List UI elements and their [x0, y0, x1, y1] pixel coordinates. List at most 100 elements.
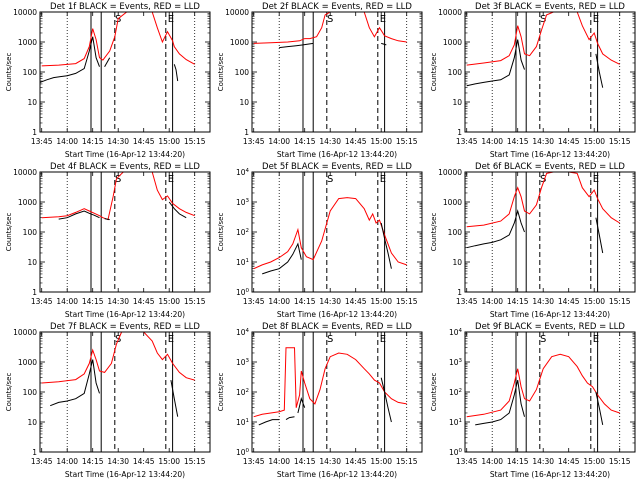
series-lld-line: [466, 172, 620, 228]
x-tick-label: 14:45: [133, 137, 155, 146]
marker-label: E: [380, 14, 386, 25]
y-tick-label: 10000: [13, 168, 37, 177]
y-tick-label: 10: [452, 98, 462, 107]
panel-1: Det 1f BLACK = Events, RED = LLD Counts/s…: [5, 2, 211, 159]
y-tick-label: 10: [452, 258, 462, 267]
series-events-line: [380, 222, 392, 269]
x-tick-label: 15:15: [609, 457, 631, 466]
marker-label: E: [168, 14, 174, 25]
series-events-line: [173, 64, 179, 82]
y-tick-label: 100: [236, 448, 250, 457]
y-tick-label: 104: [449, 328, 463, 337]
x-tick-label: 14:45: [558, 457, 580, 466]
marker-label: S: [327, 174, 333, 185]
plot-frame: [464, 171, 636, 293]
x-tick-label: 14:00: [481, 137, 503, 146]
y-tick-label: 101: [236, 258, 249, 267]
y-tick-label: 10000: [13, 8, 37, 17]
x-tick-label: 15:00: [158, 137, 180, 146]
series-events-line: [262, 242, 302, 275]
x-tick-label: 15:15: [184, 297, 206, 306]
plot-frame: [464, 11, 636, 133]
marker-label: S: [115, 174, 121, 185]
y-tick-label: 100: [448, 228, 463, 237]
y-axis-label: Counts/sec: [430, 373, 438, 412]
panel-title: Det 4f BLACK = Events, RED = LLD: [50, 162, 200, 172]
x-tick-label: 15:00: [370, 457, 392, 466]
x-tick-label: 13:45: [243, 457, 265, 466]
marker-label: E: [168, 334, 174, 345]
y-tick-label: 100: [23, 68, 38, 77]
marker-label: S: [327, 14, 333, 25]
y-tick-label: 10: [27, 418, 37, 427]
y-tick-label: 1000: [18, 198, 37, 207]
y-tick-label: 10000: [225, 8, 249, 17]
series-lld-line: [253, 347, 407, 418]
x-tick-label: 14:30: [319, 297, 341, 306]
x-tick-label: 13:45: [456, 297, 478, 306]
x-axis-label: Start Time (16-Apr-12 13:44:20): [490, 470, 610, 479]
x-tick-label: 14:00: [268, 137, 290, 146]
y-tick-label: 10: [27, 98, 37, 107]
y-tick-label: 1000: [230, 38, 249, 47]
series-events-line: [466, 209, 525, 249]
series-lld-line: [41, 332, 195, 384]
y-tick-label: 101: [449, 418, 462, 427]
series-lld-line: [253, 197, 407, 270]
x-tick-label: 15:15: [396, 457, 418, 466]
x-tick-label: 15:15: [184, 457, 206, 466]
marker-label: E: [380, 334, 386, 345]
panel-8: Det 8f BLACK = Events, RED = LLD Counts/s…: [217, 322, 423, 479]
x-tick-label: 15:00: [583, 297, 605, 306]
panel-6: Det 6f BLACK = Events, RED = LLD Counts/s…: [430, 162, 636, 319]
marker-label: E: [593, 174, 599, 185]
x-tick-label: 13:45: [31, 297, 53, 306]
x-axis-label: Start Time (16-Apr-12 13:44:20): [490, 150, 610, 159]
x-tick-label: 14:45: [345, 457, 367, 466]
x-axis-label: Start Time (16-Apr-12 13:44:20): [65, 310, 185, 319]
y-tick-label: 1000: [18, 358, 37, 367]
y-axis-label: Counts/sec: [217, 373, 225, 412]
y-axis-label: Counts/sec: [5, 373, 13, 412]
panel-title: Det 6f BLACK = Events, RED = LLD: [475, 162, 625, 172]
y-tick-label: 1000: [443, 38, 462, 47]
marker-label: S: [540, 14, 546, 25]
x-axis-label: Start Time (16-Apr-12 13:44:20): [490, 310, 610, 319]
x-tick-label: 14:30: [319, 457, 341, 466]
panel-title: Det 9f BLACK = Events, RED = LLD: [475, 322, 625, 332]
y-tick-label: 101: [236, 418, 249, 427]
series-events-line: [380, 377, 392, 423]
x-tick-label: 13:45: [31, 137, 53, 146]
marker-label: S: [540, 334, 546, 345]
series-events-line: [297, 396, 306, 414]
y-tick-label: 1000: [443, 198, 462, 207]
y-axis-label: Counts/sec: [5, 53, 13, 92]
y-tick-label: 100: [449, 448, 463, 457]
series-events-line: [595, 391, 604, 425]
y-tick-label: 104: [236, 168, 250, 177]
x-axis-label: Start Time (16-Apr-12 13:44:20): [65, 150, 185, 159]
x-tick-label: 15:00: [370, 137, 392, 146]
x-tick-label: 14:00: [56, 137, 78, 146]
x-tick-label: 13:45: [243, 137, 265, 146]
x-tick-label: 14:45: [133, 297, 155, 306]
plot-frame: [251, 171, 423, 293]
x-axis-label: Start Time (16-Apr-12 13:44:20): [277, 310, 397, 319]
plot-frame: [39, 331, 211, 453]
y-tick-label: 1: [32, 448, 37, 457]
y-tick-label: 10: [27, 258, 37, 267]
x-tick-label: 14:30: [107, 457, 129, 466]
panel-title: Det 3f BLACK = Events, RED = LLD: [475, 2, 625, 12]
x-tick-label: 14:15: [507, 297, 529, 306]
series-lld-line: [466, 12, 620, 66]
x-tick-label: 14:00: [481, 297, 503, 306]
x-tick-label: 15:00: [370, 297, 392, 306]
panel-2: Det 2f BLACK = Events, RED = LLD Counts/s…: [217, 2, 423, 159]
series-lld-line: [41, 172, 195, 221]
plot-frame: [39, 11, 211, 133]
x-tick-label: 14:15: [294, 137, 316, 146]
x-tick-label: 14:30: [107, 137, 129, 146]
panel-3: Det 3f BLACK = Events, RED = LLD Counts/s…: [430, 2, 636, 159]
y-tick-label: 102: [449, 388, 462, 397]
